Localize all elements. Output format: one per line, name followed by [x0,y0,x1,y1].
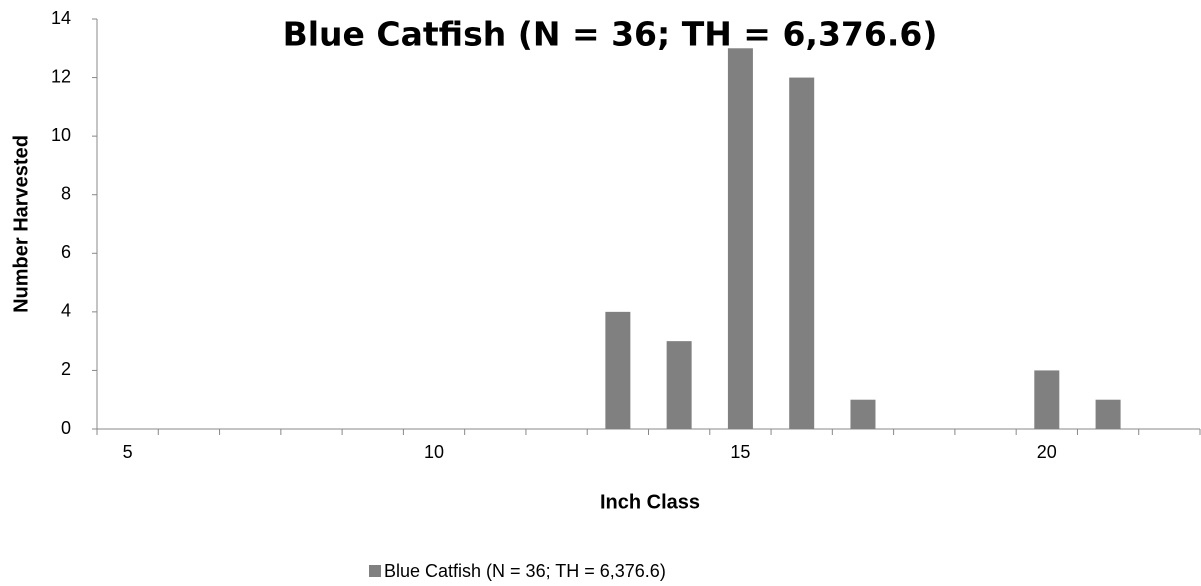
legend-label: Blue Catfish (N = 36; TH = 6,376.6) [384,561,666,581]
y-axis-title: Number Harvested [10,135,32,313]
x-tick-label: 15 [730,442,750,462]
bar [1034,370,1060,429]
x-tick-label: 20 [1037,442,1057,462]
y-tick-label: 0 [61,418,71,438]
y-tick-label: 12 [51,66,71,86]
chart-title: Blue Catfish (N = 36; TH = 6,376.6) [283,15,938,54]
bar [789,77,815,430]
y-tick-label: 14 [51,8,71,28]
bar [666,341,692,429]
y-tick-label: 2 [61,359,71,379]
y-tick-label: 10 [51,125,71,145]
y-tick-label: 6 [61,242,71,262]
y-tick-label: 4 [61,301,71,321]
x-axis-title: Inch Class [600,491,700,513]
bar [605,311,631,429]
x-tick-label: 5 [123,442,133,462]
bar [1095,399,1121,429]
x-tick-label: 10 [424,442,444,462]
y-tick-label: 8 [61,183,71,203]
legend-swatch [369,565,381,577]
bar [727,48,753,430]
bar [850,399,876,429]
